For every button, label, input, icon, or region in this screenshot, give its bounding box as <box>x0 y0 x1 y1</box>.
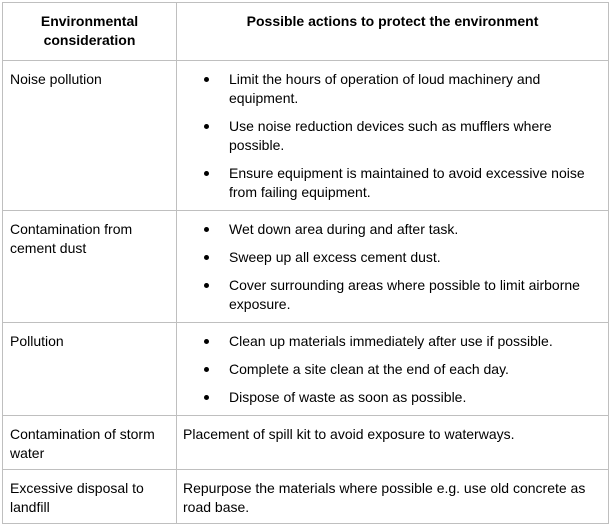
action-item: Dispose of waste as soon as possible. <box>183 388 600 407</box>
bullet-icon <box>204 171 209 176</box>
action-item: Clean up materials immediately after use… <box>183 332 600 351</box>
bullet-icon <box>204 283 209 288</box>
actions-cell: Limit the hours of operation of loud mac… <box>176 60 609 211</box>
action-item: Sweep up all excess cement dust. <box>183 248 600 267</box>
consideration-cell: Pollution <box>2 322 177 416</box>
table-row: Pollution Clean up materials immediately… <box>2 322 609 416</box>
bullet-icon <box>204 339 209 344</box>
action-list: Clean up materials immediately after use… <box>183 332 600 407</box>
actions-cell: Wet down area during and after task. Swe… <box>176 210 609 323</box>
action-text: Clean up materials immediately after use… <box>229 333 553 349</box>
action-item: Wet down area during and after task. <box>183 220 600 239</box>
action-item: Ensure equipment is maintained to avoid … <box>183 164 600 202</box>
bullet-icon <box>204 395 209 400</box>
table-row: Contamination from cement dust Wet down … <box>2 210 609 323</box>
action-text: Repurpose the materials where possible e… <box>183 480 586 515</box>
action-text: Ensure equipment is maintained to avoid … <box>229 165 585 200</box>
action-text: Sweep up all excess cement dust. <box>229 249 441 265</box>
consideration-cell: Contamination of storm water <box>2 415 177 470</box>
action-text: Complete a site clean at the end of each… <box>229 361 509 377</box>
header-row: Environmental consideration Possible act… <box>2 2 609 61</box>
table-row: Excessive disposal to landfill Repurpose… <box>2 469 609 524</box>
action-text: Limit the hours of operation of loud mac… <box>229 71 541 106</box>
consideration-cell: Noise pollution <box>2 60 177 211</box>
action-item: Complete a site clean at the end of each… <box>183 360 600 379</box>
bullet-icon <box>204 77 209 82</box>
actions-cell: Clean up materials immediately after use… <box>176 322 609 416</box>
header-consideration: Environmental consideration <box>2 2 177 61</box>
bullet-icon <box>204 227 209 232</box>
header-actions: Possible actions to protect the environm… <box>176 2 609 61</box>
action-item: Use noise reduction devices such as muff… <box>183 117 600 155</box>
actions-cell: Repurpose the materials where possible e… <box>176 469 609 524</box>
action-item: Cover surrounding areas where possible t… <box>183 276 600 314</box>
action-list: Limit the hours of operation of loud mac… <box>183 70 600 202</box>
bullet-icon <box>204 255 209 260</box>
action-text: Dispose of waste as soon as possible. <box>229 389 467 405</box>
table-row: Contamination of storm water Placement o… <box>2 415 609 470</box>
table-row: Noise pollution Limit the hours of opera… <box>2 60 609 211</box>
action-text: Wet down area during and after task. <box>229 221 459 237</box>
actions-cell: Placement of spill kit to avoid exposure… <box>176 415 609 470</box>
consideration-cell: Excessive disposal to landfill <box>2 469 177 524</box>
action-list: Wet down area during and after task. Swe… <box>183 220 600 314</box>
action-text: Placement of spill kit to avoid exposure… <box>183 426 515 442</box>
bullet-icon <box>204 124 209 129</box>
bullet-icon <box>204 367 209 372</box>
action-item: Limit the hours of operation of loud mac… <box>183 70 600 108</box>
action-text: Use noise reduction devices such as muff… <box>229 118 552 153</box>
action-text: Cover surrounding areas where possible t… <box>229 277 580 312</box>
consideration-cell: Contamination from cement dust <box>2 210 177 323</box>
